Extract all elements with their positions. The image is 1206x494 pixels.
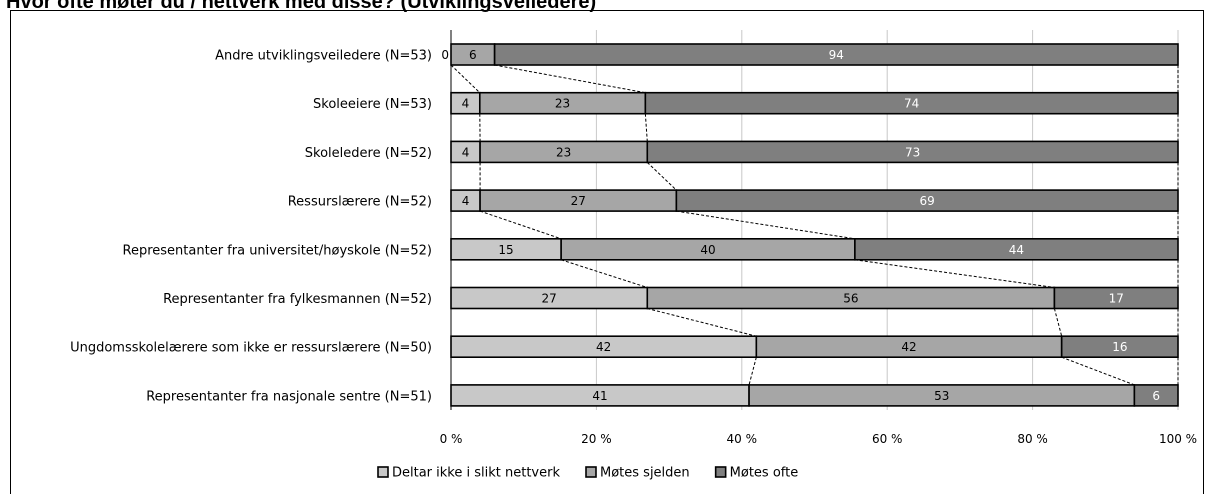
bar-segment [493, 43, 1179, 66]
data-label: 4 [462, 145, 470, 159]
data-label: 4 [462, 97, 470, 111]
data-label: 69 [920, 194, 935, 208]
data-label: 27 [571, 194, 586, 208]
series-connector-line [644, 113, 648, 142]
legend-swatch [585, 466, 597, 478]
x-tick-label: 100 % [1159, 432, 1197, 446]
category-label: Representanter fra universitet/høyskole … [123, 243, 432, 258]
data-label: 6 [1152, 389, 1160, 403]
data-label: 41 [592, 389, 607, 403]
data-label: 0 [441, 48, 449, 62]
legend-entry: Deltar ikke i slikt nettverk [392, 466, 560, 481]
x-tick-label: 0 % [440, 432, 463, 446]
legend-entry: Møtes sjelden [600, 466, 690, 481]
data-label: 40 [700, 243, 715, 257]
data-label: 23 [556, 145, 571, 159]
data-label: 6 [469, 48, 477, 62]
data-label: 44 [1009, 243, 1024, 257]
x-tick-label: 80 % [1017, 432, 1048, 446]
bar-segment [1053, 286, 1179, 310]
data-label: 23 [555, 97, 570, 111]
chart-frame [10, 10, 1204, 494]
category-label: Skoleeiere (N=53) [313, 97, 432, 112]
series-connector-line [676, 210, 855, 240]
data-label: 16 [1112, 340, 1127, 354]
series-connector-line [854, 259, 1055, 288]
bar-segment [1060, 335, 1179, 359]
chart-title: Hvor ofte møter du / nettverk med disse?… [6, 0, 597, 13]
data-label: 17 [1109, 292, 1124, 306]
x-tick-label: 40 % [727, 432, 758, 446]
bar-segment [1133, 384, 1179, 407]
legend-swatch [714, 466, 727, 478]
bar-segment [854, 238, 1179, 261]
category-label: Ressurslærere (N=52) [288, 195, 432, 210]
data-label: 27 [542, 292, 557, 306]
series-connector-line [479, 210, 562, 240]
series-connector-line [450, 64, 481, 94]
data-label: 56 [843, 292, 858, 306]
bar-segment [646, 140, 1179, 164]
x-tick-label: 60 % [872, 432, 903, 446]
series-connector-line [560, 259, 648, 288]
data-label: 15 [498, 243, 513, 257]
series-connector-line [1053, 308, 1063, 337]
bar-segment [675, 189, 1179, 212]
data-label: 4 [462, 194, 470, 208]
series-connector-line [646, 162, 677, 191]
data-label: 73 [905, 145, 920, 159]
category-label: Ungdomsskolelærere som ikke er ressurslæ… [70, 341, 432, 356]
series-connector-line [494, 64, 646, 94]
legend-entry: Møtes ofte [730, 466, 799, 481]
x-tick-label: 20 % [581, 432, 612, 446]
data-label: 42 [596, 340, 611, 354]
series-connector-line [748, 357, 757, 386]
category-label: Andre utviklingsveiledere (N=53) [215, 49, 432, 64]
data-label: 53 [934, 389, 949, 403]
category-label: Representanter fra fylkesmannen (N=52) [163, 292, 432, 307]
series-connector-line [647, 308, 757, 337]
data-label: 74 [904, 97, 919, 111]
legend-swatch [377, 466, 389, 478]
series-connector-line [1061, 356, 1135, 386]
bar-segment [644, 91, 1179, 115]
category-label: Representanter fra nasjonale sentre (N=5… [146, 389, 432, 404]
data-label: 94 [829, 48, 844, 62]
category-label: Skoleledere (N=52) [305, 146, 432, 161]
data-label: 42 [901, 340, 916, 354]
